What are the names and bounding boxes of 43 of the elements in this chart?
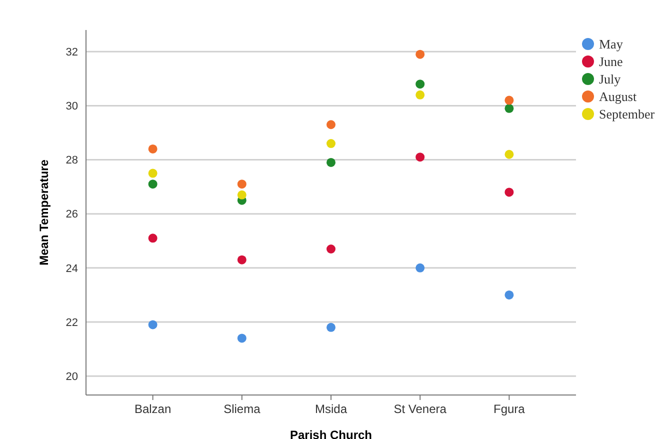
y-tick-label: 28 xyxy=(66,154,78,167)
point xyxy=(504,290,514,300)
point xyxy=(326,322,336,332)
point xyxy=(326,158,336,167)
x-tick-label: St Venera xyxy=(394,402,447,416)
point xyxy=(148,234,158,243)
point xyxy=(237,255,246,264)
legend-label: May xyxy=(599,36,624,52)
x-axis-title: Parish Church xyxy=(290,428,372,439)
y-tick-label: 22 xyxy=(66,316,78,329)
legend-label: August xyxy=(599,89,637,104)
point xyxy=(148,168,158,178)
y-tick-label: 32 xyxy=(66,46,78,58)
y-tick-label: 20 xyxy=(66,370,78,383)
y-tick-label: 30 xyxy=(66,100,78,113)
point xyxy=(326,244,336,254)
x-tick-label: Balzan xyxy=(134,402,172,416)
point xyxy=(504,188,514,197)
point xyxy=(148,144,158,154)
point xyxy=(326,139,336,148)
point xyxy=(416,90,425,100)
y-tick-label: 26 xyxy=(66,208,78,221)
y-tick-label: 24 xyxy=(66,262,78,275)
x-tick-label: Msida xyxy=(314,402,348,416)
point xyxy=(504,96,514,105)
legend-label: June xyxy=(599,54,624,70)
point xyxy=(416,50,425,59)
legend-label: July xyxy=(599,72,622,87)
x-tick-label: Sliema xyxy=(224,402,261,416)
legend-label: September xyxy=(599,106,656,122)
x-tick-label: Fgura xyxy=(494,402,526,416)
point xyxy=(504,150,514,159)
point xyxy=(237,190,246,200)
point xyxy=(148,180,158,189)
point xyxy=(504,104,514,113)
point xyxy=(237,334,246,343)
y-axis-title: Mean Temperature xyxy=(37,159,51,266)
point xyxy=(237,180,246,189)
point xyxy=(416,152,425,162)
point xyxy=(416,263,425,272)
point xyxy=(148,320,158,330)
point xyxy=(416,80,425,89)
point xyxy=(326,120,336,130)
